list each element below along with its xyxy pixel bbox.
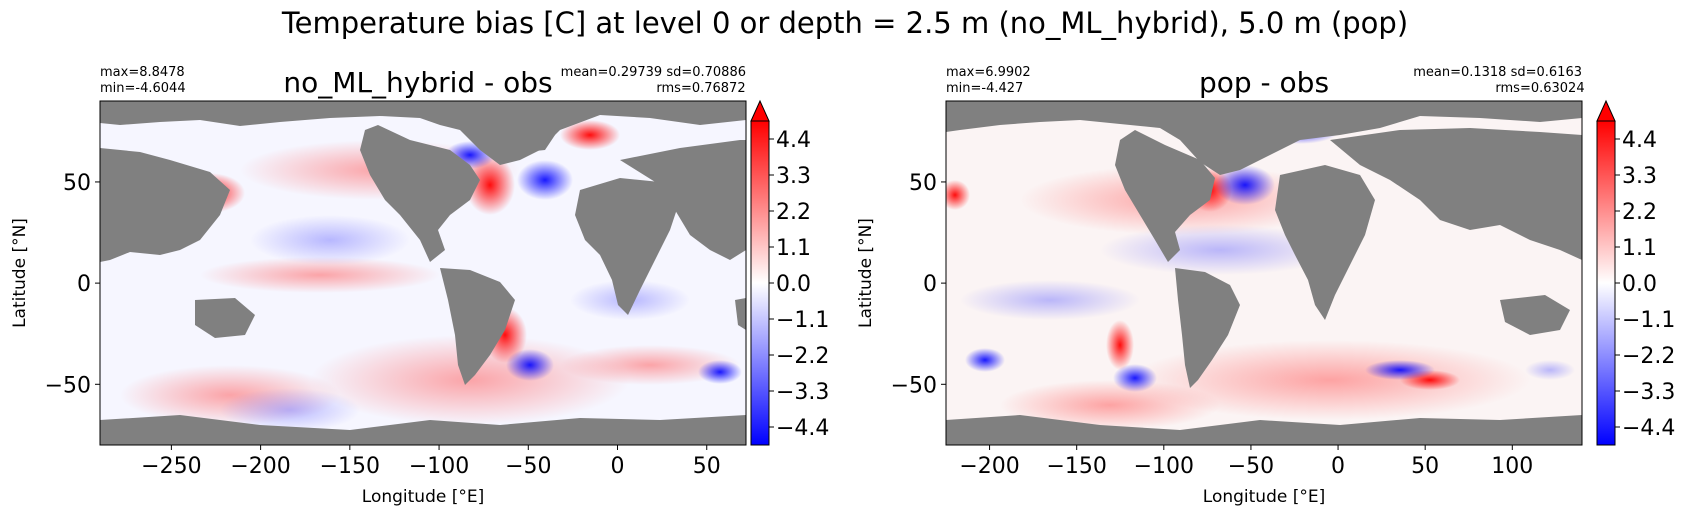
x-axis-label: Longitude [°E]	[362, 487, 484, 507]
y-tick-label: −50	[45, 373, 91, 398]
x-tick-label: −50	[1228, 454, 1274, 479]
stats-rms: rms=0.63024	[1495, 81, 1584, 96]
stats-max: max=6.9902	[946, 65, 1031, 80]
stats-mean-sd: mean=0.1318 sd=0.6163	[1413, 65, 1582, 80]
colorbar-tick-label: 0.0	[1622, 272, 1657, 297]
colorbar-tick-label: −4.4	[776, 416, 829, 441]
colorbar-tick-label: 2.2	[1622, 200, 1657, 225]
x-tick-label: −150	[320, 454, 380, 479]
panel-no-ml-hybrid: no_ML_hybrid - obs max=8.8478 min=-4.604…	[10, 65, 829, 507]
map-area	[100, 101, 746, 445]
colorbar-tick-label: −3.3	[1622, 380, 1675, 405]
colorbar-tick-label: 4.4	[1622, 128, 1657, 153]
y-tick-label: 0	[923, 272, 937, 297]
colorbar-tick-label: 3.3	[776, 164, 811, 189]
colorbar-fill	[750, 120, 770, 446]
x-tick-label: 0	[611, 454, 625, 479]
colorbar-tick-label: −2.2	[776, 344, 829, 369]
x-ticks: −250 −200 −150 −100 −50 0 50	[141, 445, 721, 479]
colorbar-fill	[1596, 120, 1616, 446]
colorbar-tick-label: −3.3	[776, 380, 829, 405]
colorbar: 4.4 3.3 2.2 1.1 0.0 −1.1 −2.2 −3.3 −4.4	[1596, 99, 1675, 446]
stats-min: min=-4.6044	[100, 81, 186, 96]
y-axis-label: Latitude [°N]	[856, 218, 876, 328]
colorbar-tick-label: 2.2	[776, 200, 811, 225]
colorbar-tick-label: −4.4	[1622, 416, 1675, 441]
colorbar-tick-label: 1.1	[776, 236, 811, 261]
x-tick-label: 0	[1331, 454, 1345, 479]
x-ticks: −200 −150 −100 −50 0 50 100	[959, 445, 1533, 479]
panel-pop: pop - obs max=6.9902 min=-4.427 mean=0.1…	[856, 65, 1675, 507]
axes-frame	[99, 100, 747, 446]
stats-max: max=8.8478	[100, 65, 185, 80]
colorbar-tick-label: 3.3	[1622, 164, 1657, 189]
y-axis-label: Latitude [°N]	[10, 218, 30, 328]
panel-title: pop - obs	[1199, 66, 1329, 99]
y-ticks: −50 0 50	[891, 171, 946, 398]
y-tick-label: 50	[63, 171, 91, 196]
x-tick-label: −250	[141, 454, 201, 479]
colorbar-ticks: 4.4 3.3 2.2 1.1 0.0 −1.1 −2.2 −3.3 −4.4	[769, 128, 829, 441]
x-tick-label: −100	[1134, 454, 1194, 479]
x-tick-label: 100	[1491, 454, 1533, 479]
y-tick-label: 50	[909, 171, 937, 196]
x-tick-label: −50	[505, 454, 551, 479]
x-tick-label: 50	[1411, 454, 1439, 479]
stats-min: min=-4.427	[946, 81, 1023, 96]
x-tick-label: −100	[409, 454, 469, 479]
colorbar-tick-label: 1.1	[1622, 236, 1657, 261]
colorbar: 4.4 3.3 2.2 1.1 0.0 −1.1 −2.2 −3.3 −4.4	[750, 99, 829, 446]
x-tick-label: −200	[959, 454, 1019, 479]
figure-suptitle: Temperature bias [C] at level 0 or depth…	[281, 6, 1408, 40]
panel-title: no_ML_hybrid - obs	[283, 66, 552, 99]
x-tick-label: −200	[230, 454, 290, 479]
x-axis-label: Longitude [°E]	[1203, 487, 1325, 507]
stats-rms: rms=0.76872	[656, 81, 745, 96]
colorbar-tick-label: −2.2	[1622, 344, 1675, 369]
colorbar-tick-label: 0.0	[776, 272, 811, 297]
colorbar-extend-max	[1596, 99, 1616, 122]
stats-mean-sd: mean=0.29739 sd=0.70886	[561, 65, 746, 80]
y-tick-label: 0	[77, 272, 91, 297]
x-tick-label: −150	[1046, 454, 1106, 479]
y-ticks: −50 0 50	[45, 171, 100, 398]
colorbar-tick-label: −1.1	[776, 308, 829, 333]
land-mask	[100, 101, 746, 445]
colorbar-tick-label: 4.4	[776, 128, 811, 153]
axes-frame	[945, 100, 1583, 446]
map-area	[946, 101, 1582, 445]
land-mask	[946, 101, 1582, 445]
colorbar-extend-max	[750, 99, 770, 122]
colorbar-tick-label: −1.1	[1622, 308, 1675, 333]
y-tick-label: −50	[891, 373, 937, 398]
colorbar-ticks: 4.4 3.3 2.2 1.1 0.0 −1.1 −2.2 −3.3 −4.4	[1615, 128, 1675, 441]
x-tick-label: 50	[693, 454, 721, 479]
